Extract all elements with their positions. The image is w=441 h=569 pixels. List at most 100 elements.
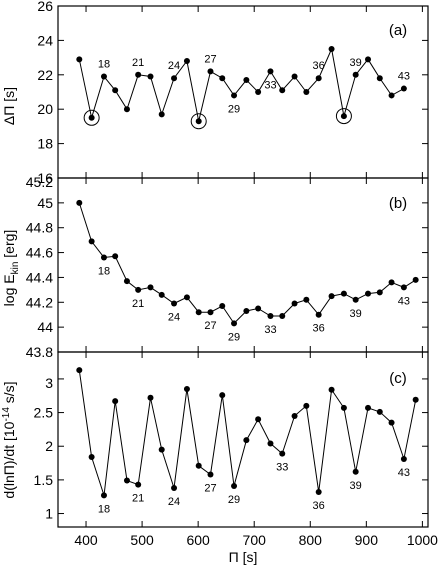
mode-label-a: 18 [98,59,110,71]
data-point-c [291,412,298,419]
data-point-c [147,394,154,401]
y-tick-label-c: 3 [45,375,53,391]
panel-c: (c) d(lnΠ)/dt [10-14 s/s] Π [s] 1 1.5 2 2.5… [1,351,438,565]
plot-frame-b [57,177,429,353]
y-axis-label-b-sub: kin [10,262,21,275]
y-axis-label-b-unit: [erg] [1,230,17,262]
plot-frame-c [57,351,429,528]
data-point-c [195,462,202,469]
data-point-c [352,468,359,475]
data-point-b [279,312,286,319]
data-point-c [183,386,190,393]
y-tick-label-a: 16 [37,170,53,186]
data-point-c [243,437,250,444]
data-point-a [231,92,238,99]
y-tick-label-c: 2 [45,438,53,454]
data-point-a [76,56,83,63]
data-point-b [412,276,419,283]
data-point-a [328,46,335,52]
data-point-b [376,289,383,296]
data-point-b [231,320,238,327]
y-tick-label-b: 45.2 [26,174,53,190]
data-point-b [183,294,190,301]
data-point-a [352,71,359,78]
data-point-c [376,408,383,415]
data-point-b [388,279,395,286]
data-point-c [158,446,165,453]
data-point-b [352,296,359,303]
x-axis-label: Π [s] [229,549,258,565]
highlight-ring-a [335,108,352,125]
y-tick-label-b: 44.6 [26,245,53,261]
series-line-c [78,370,417,496]
data-point-b [340,290,347,297]
data-point-b [255,305,262,312]
data-point-b [158,291,165,298]
data-point-b [147,284,154,291]
panel-label-c: (c) [389,370,407,387]
mode-label-b: 33 [264,324,276,336]
data-point-c [279,450,286,457]
data-point-a [365,56,372,63]
series-line-b [78,202,416,325]
data-point-a [195,118,202,125]
data-point-a [255,89,262,95]
mode-label-b: 24 [168,312,180,324]
data-point-c [267,440,274,447]
y-axis-label-c-sup: -14 [1,407,12,422]
y-tick-label-c: 2.5 [34,405,54,421]
data-point-b [112,253,119,260]
data-point-b [195,309,202,316]
data-point-c [231,482,238,489]
data-point-c [340,404,347,411]
data-point-a [207,68,214,75]
data-point-a [100,73,107,80]
mode-label-a: 27 [204,53,216,65]
y-tick-label-b: 44 [37,319,53,335]
data-point-b [315,311,322,318]
data-point-a [291,73,298,80]
mode-label-c: 27 [204,483,216,495]
mode-label-a: 21 [132,57,144,69]
data-point-c [123,477,130,484]
y-tick-label-a: 20 [37,101,53,117]
y-tick-label-c: 1.5 [34,472,54,488]
x-tick-label: 500 [130,532,154,548]
data-point-c [100,492,107,499]
series-line-a [78,47,405,122]
data-point-a [123,106,130,113]
data-point-b [303,296,310,303]
data-point-a [88,114,95,121]
data-point-a [303,89,310,95]
y-tick-label-c: 1 [45,506,53,522]
data-point-b [365,290,372,297]
data-point-a [267,68,274,75]
data-point-c [388,419,395,426]
y-axis-label-c-unit: s/s] [1,381,17,407]
y-tick-label-b: 44.8 [26,220,53,236]
data-point-a [158,111,165,118]
highlight-ring-a [190,113,207,130]
y-axis-label-c-main: d(lnΠ)/dt [10 [1,421,17,498]
mode-label-c: 33 [276,462,288,474]
panel-a: (a) ΔΠ [s] 16 18 20 22 24 26 18 21 24 27 29 33 36 39 4… [1,0,429,186]
y-axis-label-b: log Ekin [erg] [1,230,21,307]
panel-label-b: (b) [389,195,407,212]
data-point-c [303,402,310,409]
data-point-c [135,481,142,488]
mode-label-a: 24 [168,60,180,72]
data-point-c [328,386,335,393]
y-tick-label-b: 44.4 [26,269,53,285]
x-tick-label: 400 [74,532,98,548]
data-point-b [267,312,274,319]
data-point-c [315,489,322,495]
mode-label-b: 29 [228,331,240,343]
y-tick-label-a: 18 [37,136,53,152]
data-point-b [171,300,178,307]
data-point-b [243,307,250,314]
data-point-a [315,75,322,82]
mode-label-b: 21 [132,298,144,310]
data-point-b [207,309,214,316]
mode-label-c: 39 [350,480,362,492]
y-tick-label-a: 24 [37,32,53,48]
